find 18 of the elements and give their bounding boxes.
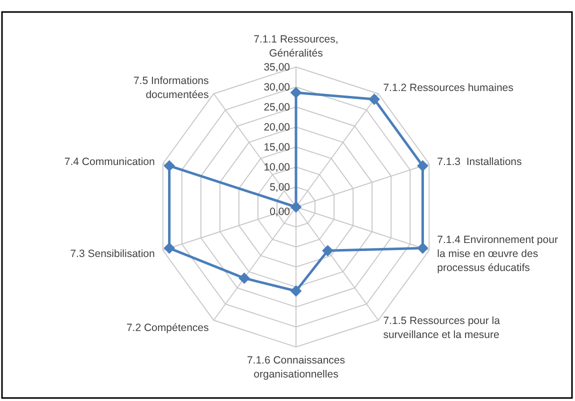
y-tick-label: 5,00 — [270, 182, 290, 194]
y-tick-label: 0,00 — [270, 206, 290, 218]
y-tick-label: 30,00 — [264, 82, 290, 94]
y-tick-label: 15,00 — [264, 142, 290, 154]
spoke-label: 7.1.5 Ressources pour la surveillance et la mesure — [383, 315, 500, 342]
spoke-label: 7.1.2 Ressources humaines — [383, 82, 514, 94]
y-tick-label: 25,00 — [264, 102, 290, 114]
spoke-label: 7.4 Communication — [64, 156, 156, 168]
y-tick-label: 20,00 — [264, 122, 290, 134]
spoke-label: 7.3 Sensibilisation — [70, 248, 156, 260]
spoke-label: 7.5 Informations documentées — [133, 74, 209, 101]
spoke-label: 7.1.4 Environnement pour la mise en œuvre des processus éducatifs — [437, 234, 558, 274]
spoke-label: 7.1.6 Connaissances organisationnelles — [246, 354, 346, 380]
spoke-label: 7.1.3 Installations — [437, 156, 522, 168]
spoke-label: 7.2 Compétences — [126, 322, 209, 334]
spoke-label: 7.1.1 Ressources, Généralités — [254, 34, 338, 60]
y-tick-label: 10,00 — [264, 162, 290, 174]
y-tick-label: 35,00 — [264, 62, 290, 74]
